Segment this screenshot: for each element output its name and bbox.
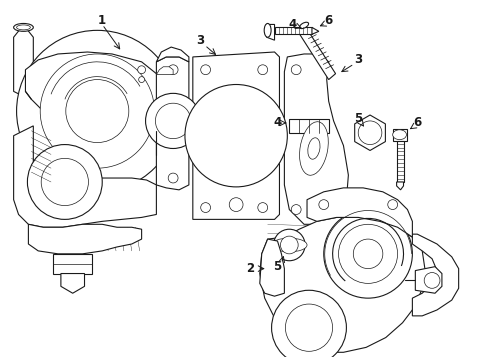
Text: 4: 4 — [288, 18, 296, 31]
Text: 3: 3 — [354, 53, 362, 66]
Polygon shape — [156, 47, 189, 62]
Circle shape — [424, 273, 440, 288]
Polygon shape — [156, 67, 173, 75]
Ellipse shape — [17, 25, 30, 30]
Polygon shape — [14, 27, 33, 96]
Polygon shape — [193, 52, 279, 219]
Circle shape — [353, 239, 383, 269]
Circle shape — [258, 65, 268, 75]
Circle shape — [388, 200, 397, 210]
Circle shape — [273, 229, 305, 261]
Ellipse shape — [299, 22, 309, 28]
Polygon shape — [61, 274, 84, 293]
Polygon shape — [307, 188, 413, 237]
Circle shape — [358, 121, 382, 145]
Circle shape — [280, 236, 298, 254]
Polygon shape — [25, 52, 161, 131]
Circle shape — [155, 103, 191, 139]
Text: 2: 2 — [246, 262, 254, 275]
Ellipse shape — [308, 138, 320, 159]
Circle shape — [138, 66, 146, 74]
Circle shape — [41, 158, 89, 206]
Text: 5: 5 — [273, 260, 282, 273]
Polygon shape — [260, 217, 425, 352]
Circle shape — [201, 203, 211, 212]
Circle shape — [40, 54, 154, 168]
Ellipse shape — [14, 23, 33, 31]
Polygon shape — [53, 254, 93, 274]
Polygon shape — [289, 119, 329, 133]
Ellipse shape — [392, 130, 407, 140]
Text: 5: 5 — [354, 112, 362, 125]
Polygon shape — [156, 57, 189, 190]
Ellipse shape — [299, 122, 328, 175]
Ellipse shape — [271, 238, 307, 252]
Circle shape — [168, 173, 178, 183]
Text: 3: 3 — [196, 34, 205, 47]
Circle shape — [291, 204, 301, 215]
Polygon shape — [297, 24, 336, 80]
Circle shape — [339, 224, 397, 283]
Circle shape — [201, 65, 211, 75]
Polygon shape — [312, 27, 319, 34]
Circle shape — [168, 65, 178, 75]
Ellipse shape — [264, 23, 271, 37]
Bar — [274, 27, 312, 34]
Polygon shape — [396, 182, 404, 190]
Circle shape — [258, 203, 268, 212]
Polygon shape — [392, 129, 408, 141]
Circle shape — [146, 93, 201, 148]
Polygon shape — [284, 54, 348, 224]
Polygon shape — [416, 267, 442, 293]
Polygon shape — [413, 234, 459, 316]
Circle shape — [66, 80, 129, 143]
Bar — [396, 141, 404, 182]
Polygon shape — [355, 115, 386, 150]
Circle shape — [17, 30, 178, 192]
Circle shape — [291, 65, 301, 75]
Text: 1: 1 — [98, 14, 106, 27]
Text: 6: 6 — [324, 14, 333, 27]
Circle shape — [271, 290, 346, 360]
Circle shape — [185, 85, 287, 187]
Polygon shape — [260, 239, 284, 296]
Text: 4: 4 — [273, 116, 282, 129]
Circle shape — [285, 304, 333, 351]
Circle shape — [324, 210, 413, 298]
Polygon shape — [267, 24, 274, 40]
Polygon shape — [28, 224, 142, 254]
Circle shape — [27, 145, 102, 219]
Circle shape — [319, 200, 329, 210]
Polygon shape — [14, 126, 156, 227]
Text: 6: 6 — [413, 116, 421, 129]
Circle shape — [229, 198, 243, 212]
Circle shape — [139, 77, 145, 82]
